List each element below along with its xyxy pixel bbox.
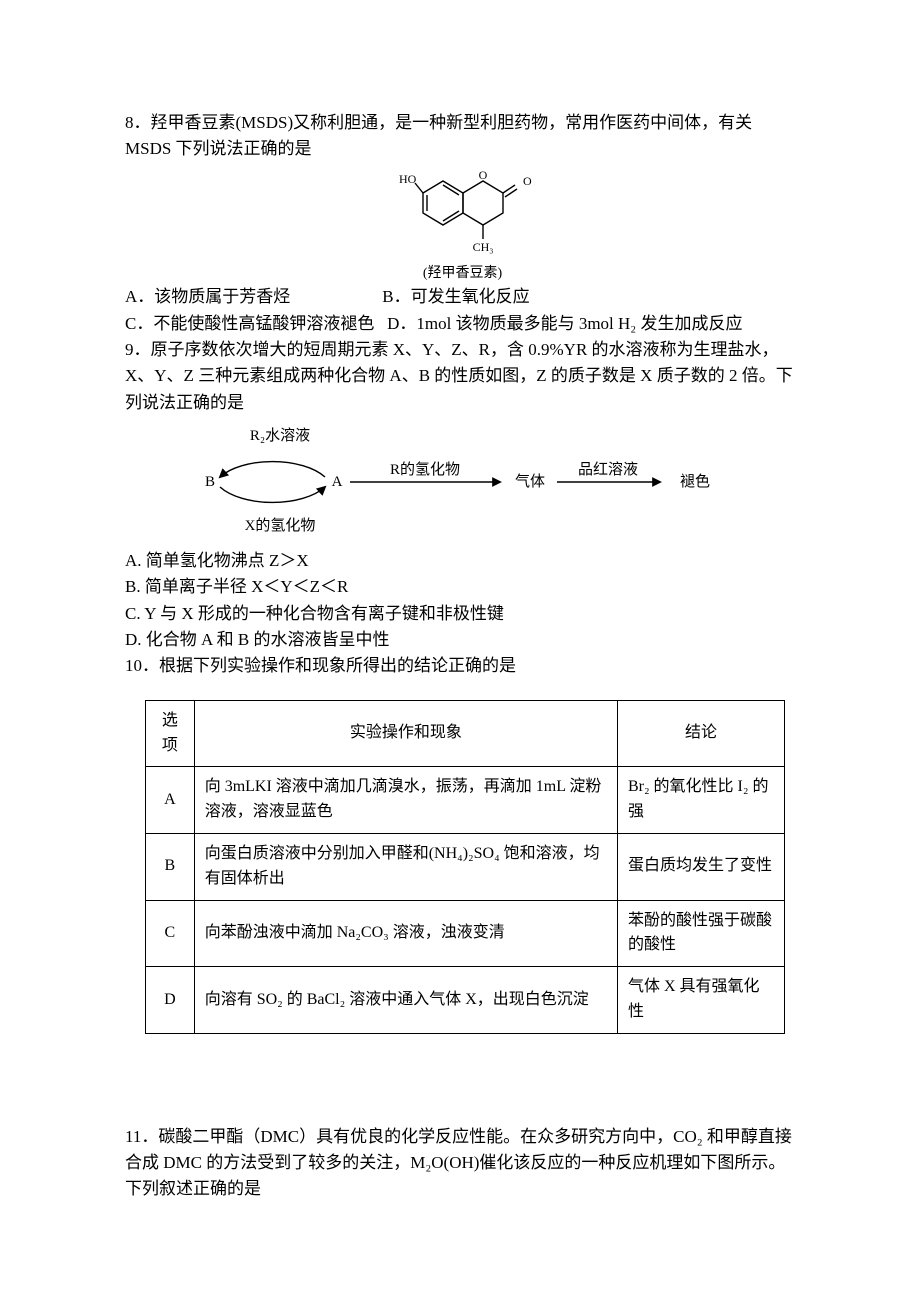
cell-op: 向 3mLKI 溶液中滴加几滴溴水，振荡，再滴加 1mL 淀粉溶液，溶液显蓝色 [194, 767, 617, 834]
mol-oring: O [478, 168, 487, 182]
q9-stem: 9．原子序数依次增大的短周期元素 X、Y、Z、R，含 0.9%YR 的水溶液称为… [125, 337, 800, 416]
q9-diagram: R₂水溶液 B A X的氢化物 R的氢化物 气体 品红溶液 褪色 [185, 422, 745, 542]
col-header-operation: 实验操作和现象 [194, 700, 617, 767]
col-header-conclusion: 结论 [617, 700, 784, 767]
q9-b: B [205, 474, 215, 490]
cell-conc: 气体 X 具有强氧化性 [617, 967, 784, 1034]
cell-opt: A [146, 767, 195, 834]
q9-a: A [332, 474, 343, 490]
cell-op: 向蛋白质溶液中分别加入甲醛和(NH₄)₂SO₄ 饱和溶液，均有固体析出 [194, 834, 617, 901]
cell-conc: 蛋白质均发生了变性 [617, 834, 784, 901]
spacer [125, 1034, 800, 1124]
q9-fade: 褪色 [680, 473, 710, 490]
q9-arr1-label: R的氢化物 [390, 461, 460, 478]
table-row: C 向苯酚浊液中滴加 Na₂CO₃ 溶液，浊液变清 苯酚的酸性强于碳酸的酸性 [146, 900, 785, 967]
q8-stem: 8．羟甲香豆素(MSDS)又称利胆通，是一种新型利胆药物，常用作医药中间体，有关… [125, 110, 800, 163]
q9-optD: D. 化合物 A 和 B 的水溶液皆呈中性 [125, 627, 800, 653]
q8-optB: B．可发生氧化反应 [382, 284, 529, 310]
cell-conc: Br₂ 的氧化性比 I₂ 的强 [617, 767, 784, 834]
q10-table: 选项 实验操作和现象 结论 A 向 3mLKI 溶液中滴加几滴溴水，振荡，再滴加… [145, 700, 785, 1034]
q8-optC: C．不能使酸性高锰酸钾溶液褪色 D．1mol 该物质最多能与 3mol H₂ 发… [125, 311, 800, 337]
q8-optC-text: C．不能使酸性高锰酸钾溶液褪色 [125, 314, 374, 333]
exam-page: 8．羟甲香豆素(MSDS)又称利胆通，是一种新型利胆药物，常用作医药中间体，有关… [0, 0, 920, 1302]
q9-bottom-label: X的氢化物 [245, 517, 316, 534]
q9-optC: C. Y 与 X 形成的一种化合物含有离子键和非极性键 [125, 601, 800, 627]
cell-op: 向溶有 SO₂ 的 BaCl₂ 溶液中通入气体 X，出现白色沉淀 [194, 967, 617, 1034]
cell-opt: D [146, 967, 195, 1034]
cell-conc: 苯酚的酸性强于碳酸的酸性 [617, 900, 784, 967]
q10-stem: 10．根据下列实验操作和现象所得出的结论正确的是 [125, 653, 800, 679]
q9-optB: B. 简单离子半径 X＜Y＜Z＜R [125, 574, 800, 600]
q9-gas: 气体 [515, 473, 545, 490]
q8-optD-text: D．1mol 该物质最多能与 3mol H₂ 发生加成反应 [387, 314, 742, 333]
q9-arr2-label: 品红溶液 [578, 461, 638, 478]
q9-top-label: R₂水溶液 [250, 427, 310, 444]
q9-optA: A. 简单氢化物沸点 Z＞X [125, 548, 800, 574]
q8-mol-caption: (羟甲香豆素) [125, 263, 800, 285]
table-header-row: 选项 实验操作和现象 结论 [146, 700, 785, 767]
table-row: B 向蛋白质溶液中分别加入甲醛和(NH₄)₂SO₄ 饱和溶液，均有固体析出 蛋白… [146, 834, 785, 901]
mol-ocarb: O [523, 174, 532, 188]
q8-optA: A．该物质属于芳香烃 [125, 284, 290, 310]
q11-stem: 11．碳酸二甲酯（DMC）具有优良的化学反应性能。在众多研究方向中，CO₂ 和甲… [125, 1124, 800, 1203]
cell-opt: C [146, 900, 195, 967]
q8-molecule-wrap: HO O O CH₃ (羟甲香豆素) [125, 163, 800, 285]
mol-ch3: CH₃ [472, 240, 493, 254]
cell-op: 向苯酚浊液中滴加 Na₂CO₃ 溶液，浊液变清 [194, 900, 617, 967]
mol-ho: HO [399, 172, 417, 186]
cell-opt: B [146, 834, 195, 901]
table-row: A 向 3mLKI 溶液中滴加几滴溴水，振荡，再滴加 1mL 淀粉溶液，溶液显蓝… [146, 767, 785, 834]
table-row: D 向溶有 SO₂ 的 BaCl₂ 溶液中通入气体 X，出现白色沉淀 气体 X … [146, 967, 785, 1034]
q8-options-row1: A．该物质属于芳香烃 B．可发生氧化反应 [125, 284, 800, 310]
q8-molecule: HO O O CH₃ [363, 163, 563, 263]
col-header-option: 选项 [146, 700, 195, 767]
